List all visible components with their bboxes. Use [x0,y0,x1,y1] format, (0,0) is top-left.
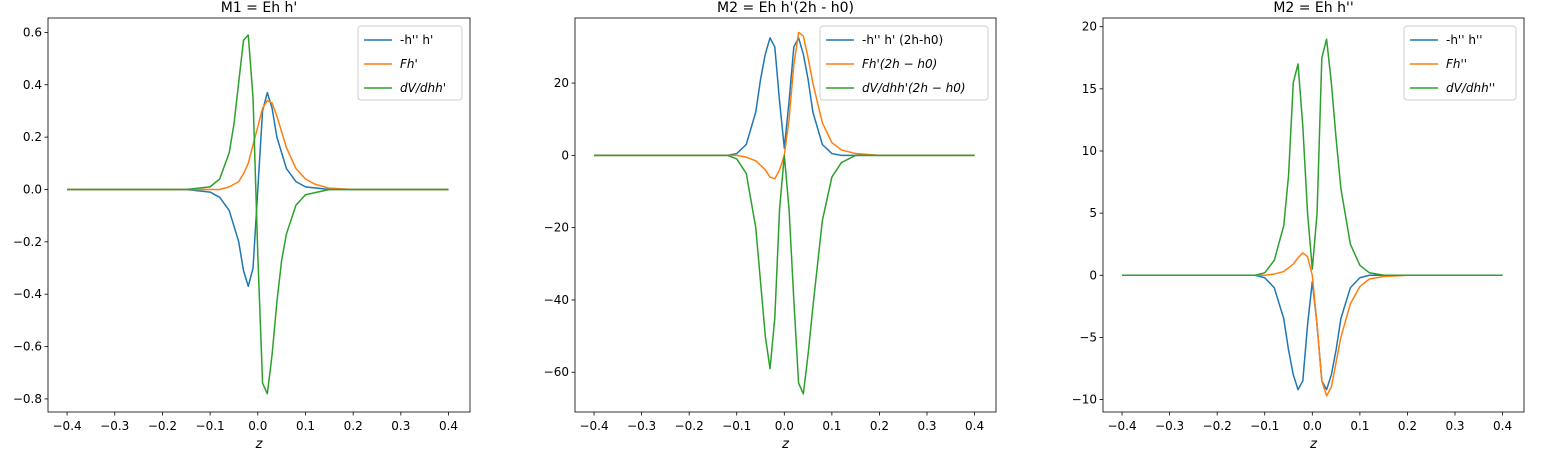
y-tick-label: −0.6 [13,340,42,354]
x-tick-label: −0.2 [675,419,704,433]
series-line-2 [1122,252,1503,397]
y-tick-label: −0.2 [13,235,42,249]
x-tick-label: −0.1 [196,419,225,433]
chart-panel-3: M2 = Eh h'' −0.4 −0.3 −0.2 −0.1 0.0 0.1 0.2 0.3 0… [1072,0,1525,450]
legend-label: dV/dhh'' [1446,81,1495,95]
x-tick-label: −0.2 [148,419,177,433]
x-tick-label: 0.0 [248,419,267,433]
y-tick-label: 0.4 [23,78,42,92]
y-tick-label: −40 [544,293,569,307]
y-tick-label: 0 [561,148,569,162]
legend-box [357,25,463,101]
plot-frame [47,17,471,413]
x-tick-label: −0.1 [722,419,751,433]
chart-title: M1 = Eh h' [221,0,298,16]
y-tick-label: −0.8 [13,392,42,406]
plot-frame [574,17,997,413]
x-tick-label: 0.1 [822,419,841,433]
x-tick-label: −0.4 [579,419,608,433]
x-tick-label: −0.3 [100,419,129,433]
x-tick-label: −0.2 [1203,419,1232,433]
x-tick-label: 0.2 [344,419,363,433]
series-line-3 [594,154,975,395]
plot-frame [1102,17,1525,413]
chart-panel-2: M2 = Eh h'(2h - h0) −0.4 −0.3 −0.2 −0.1 0.0 0.… [544,0,997,450]
chart-title: M2 = Eh h'' [1273,0,1353,16]
y-tick-label: 0.0 [23,182,42,196]
x-tick-label: 0.0 [1303,419,1322,433]
x-tick-label: −0.1 [1250,419,1279,433]
y-tick-label: 20 [554,76,569,90]
x-tick-label: 0.3 [917,419,936,433]
chart-panel-1: M1 = Eh h' −0.4 −0.3 −0.2 −0.1 0.0 0.1 0.2 0.3 0.… [13,0,471,450]
x-tick-label: 0.4 [1493,419,1512,433]
legend-label: Fh'' [1446,57,1467,71]
legend-label: -h'' h' (2h-h0) [862,33,943,47]
series-line-1 [1122,274,1503,391]
x-tick-label: 0.2 [1398,419,1417,433]
series-line-1 [67,91,449,288]
x-axis-label: z [781,437,790,450]
y-tick-label: 10 [1082,144,1097,158]
y-tick-label: −0.4 [13,287,42,301]
x-tick-label: 0.1 [296,419,315,433]
y-tick-label: 15 [1082,82,1097,96]
legend: -h'' h' Fh' dV/dhh' [357,25,463,101]
x-tick-label: −0.3 [627,419,656,433]
legend-label: dV/dhh' [400,81,446,95]
y-tick-label: 5 [1089,206,1097,220]
x-tick-label: 0.1 [1350,419,1369,433]
x-tick-label: −0.3 [1155,419,1184,433]
legend-box [1403,25,1517,101]
x-tick-label: 0.4 [439,419,458,433]
y-tick-label: −10 [1072,393,1097,407]
legend-label: -h'' h'' [1446,33,1483,47]
x-tick-label: 0.3 [391,419,410,433]
y-tick-label: 0.6 [23,25,42,39]
legend-label: Fh'(2h − h0) [862,57,937,71]
x-axis-label: z [255,437,264,450]
series-line-3 [67,34,449,395]
legend-box [819,25,989,101]
y-tick-label: 20 [1082,20,1097,34]
y-tick-label: 0 [1089,268,1097,282]
x-tick-label: −0.4 [53,419,82,433]
x-tick-label: 0.3 [1445,419,1464,433]
y-tick-label: −60 [544,365,569,379]
y-tick-label: −5 [1079,330,1097,344]
series-line-2 [67,99,449,191]
series-line-1 [594,37,975,157]
legend-label: Fh' [400,57,418,71]
x-tick-label: −0.4 [1107,419,1136,433]
legend-label: dV/dhh'(2h − h0) [862,81,966,95]
x-axis-label: z [1309,437,1318,450]
legend: -h'' h' (2h-h0) Fh'(2h − h0) dV/dhh'(2h − … [819,25,989,101]
y-tick-label: −20 [544,221,569,235]
legend-label: -h'' h' [400,33,433,47]
chart-title: M2 = Eh h'(2h - h0) [717,0,854,16]
x-tick-label: 0.0 [775,419,794,433]
y-tick-label: 0.2 [23,130,42,144]
x-tick-label: 0.4 [965,419,984,433]
series-line-2 [594,31,975,180]
series-line-3 [1122,38,1503,277]
legend: -h'' h'' Fh'' dV/dhh'' [1403,25,1517,101]
x-tick-label: 0.2 [870,419,889,433]
